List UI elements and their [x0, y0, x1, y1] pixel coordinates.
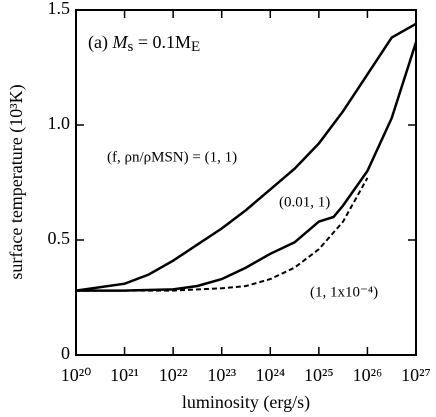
- series-label: (f, ρn/ρMSN) = (1, 1): [107, 149, 237, 165]
- x-tick-label: 10²²: [159, 365, 188, 385]
- series-line: [76, 41, 418, 292]
- x-tick-label: 10²⁰: [61, 365, 92, 385]
- series-line: [76, 177, 369, 292]
- x-tick-label: 10²⁵: [304, 365, 334, 385]
- x-axis-label: luminosity (erg/s): [182, 392, 310, 413]
- series-line: [75, 22, 417, 292]
- panel-prefix: (a): [88, 32, 108, 53]
- x-tick-label: 10²⁶: [353, 365, 383, 385]
- panel-annotation: (a) Ms = 0.1ME: [88, 32, 200, 55]
- x-tick-label: 10²¹: [110, 365, 139, 385]
- mass-unit-subscript: E: [191, 39, 200, 55]
- x-tick-label: 10²³: [207, 365, 236, 385]
- y-axis-label: surface temperature (10³K): [6, 84, 27, 279]
- x-tick-label: 10²⁴: [255, 365, 285, 385]
- series-label: (0.01, 1): [279, 194, 330, 210]
- y-tick-label: 1.0: [48, 113, 71, 133]
- y-tick-label: 0.5: [48, 228, 71, 248]
- series-label: (1, 1x10⁻⁴): [310, 284, 378, 300]
- x-tick-label: 10²⁷: [401, 365, 431, 385]
- mass-symbol: M: [111, 32, 128, 52]
- y-tick-label: 1.5: [48, 0, 71, 18]
- mass-value: = 0.1M: [133, 32, 191, 52]
- y-tick-label: 0: [61, 343, 70, 363]
- plot-frame: [75, 9, 417, 356]
- mass-subscript: s: [127, 39, 133, 55]
